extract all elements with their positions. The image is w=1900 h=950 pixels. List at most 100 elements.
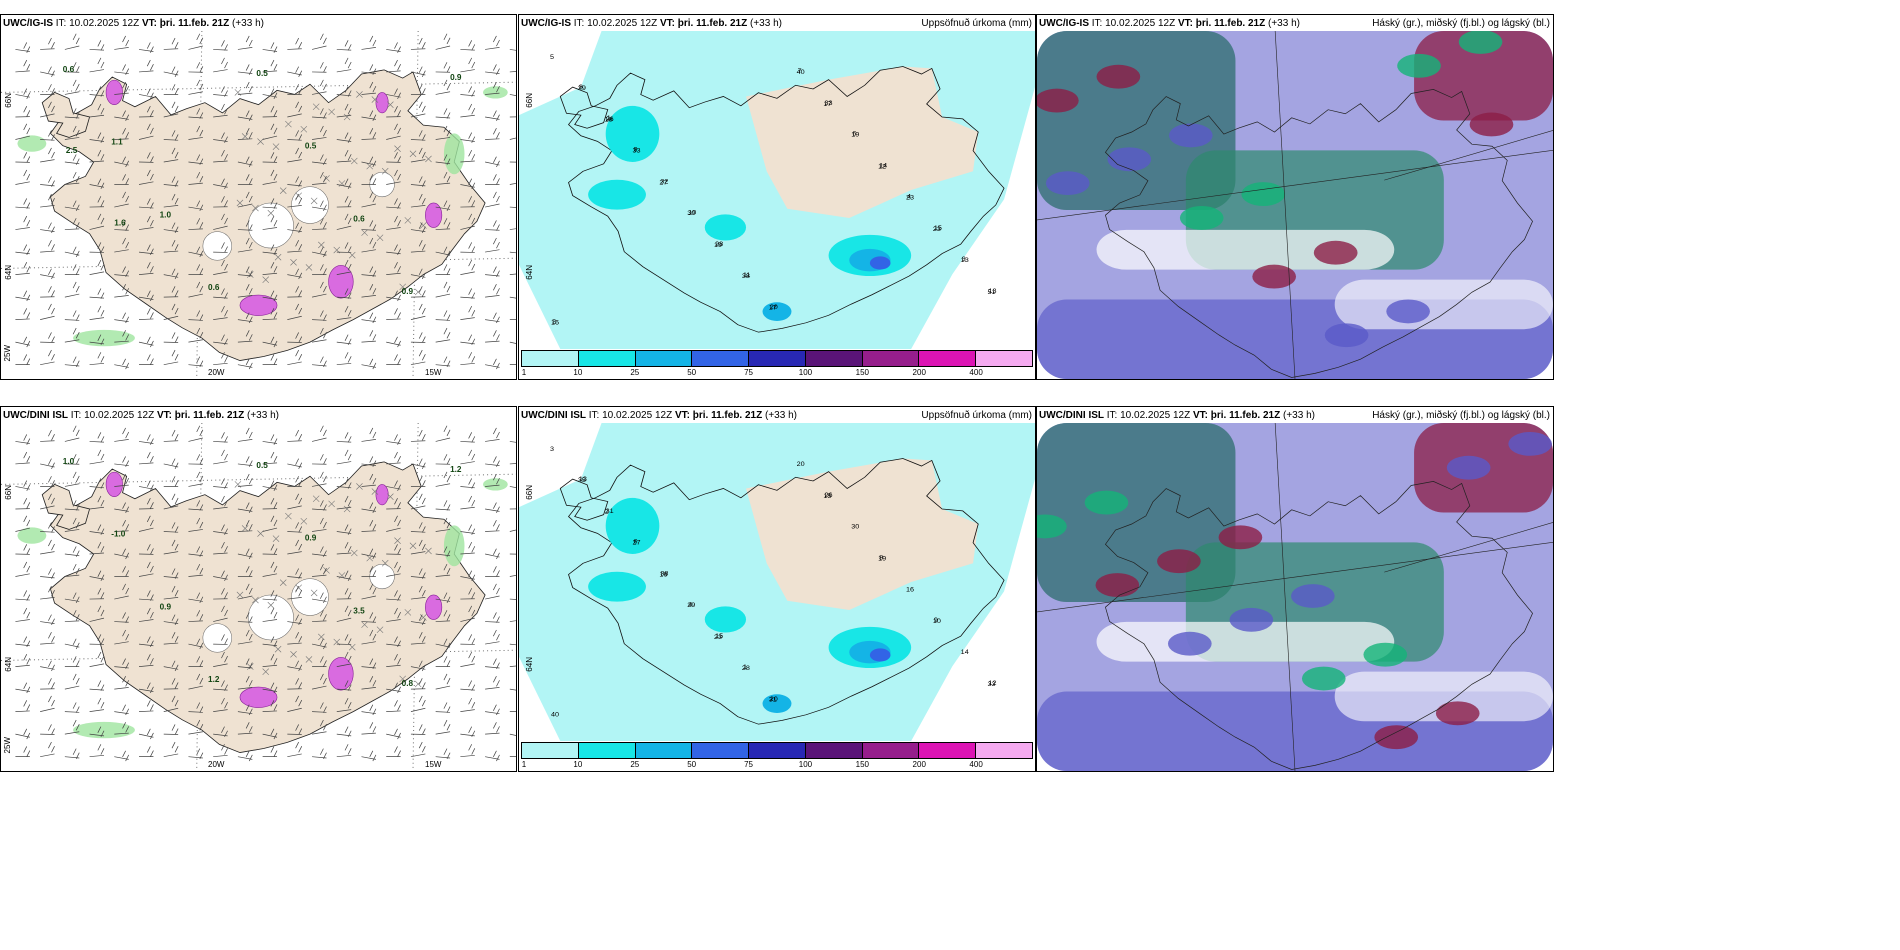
wind-barb-icon bbox=[237, 64, 253, 75]
wind-barb-icon bbox=[89, 352, 105, 366]
hatched-area-icon bbox=[425, 547, 432, 555]
wind-barb-icon bbox=[509, 206, 516, 208]
wind-barb-icon bbox=[386, 88, 401, 99]
wind-barb-icon bbox=[460, 697, 476, 712]
wind-barb-icon bbox=[485, 502, 500, 513]
wind-barb-icon bbox=[410, 176, 426, 187]
wind-barb-icon bbox=[435, 264, 451, 275]
wind-barb-icon bbox=[262, 434, 278, 445]
wind-barb-icon bbox=[15, 59, 31, 73]
wind-barb-icon bbox=[336, 680, 352, 691]
wind-barb-icon bbox=[40, 632, 55, 645]
wind-barb-icon bbox=[410, 349, 426, 366]
colorbar-tick-label: 150 bbox=[855, 368, 870, 377]
wind-barb-icon bbox=[386, 59, 401, 73]
wind-barb-icon bbox=[138, 123, 154, 140]
wind-barb-icon bbox=[287, 84, 303, 95]
wind-barb-icon bbox=[410, 458, 426, 470]
wind-barb-icon bbox=[460, 605, 476, 622]
wind-barb-icon bbox=[64, 425, 80, 442]
wind-barb-icon bbox=[336, 432, 352, 443]
wind-barb-icon bbox=[237, 191, 253, 208]
cloud-map bbox=[1037, 423, 1553, 771]
precip-green-area bbox=[443, 525, 465, 567]
wind-barb-icon bbox=[336, 259, 352, 275]
precip-value-label: 27 bbox=[633, 540, 641, 547]
hatched-area-icon bbox=[300, 517, 308, 525]
hatched-area-icon bbox=[350, 549, 358, 557]
wind-barb-icon bbox=[64, 702, 80, 713]
wind-barb-icon bbox=[485, 220, 500, 231]
wind-barb-icon bbox=[89, 570, 105, 582]
colorbar-swatch bbox=[635, 351, 693, 366]
wind-barb-icon bbox=[64, 748, 80, 760]
wind-barb-icon bbox=[287, 539, 303, 555]
wind-barb-icon bbox=[163, 585, 179, 600]
wind-barb-icon bbox=[509, 620, 516, 622]
field-title: Háský (gr.), miðský (fj.bl.) og lágský (… bbox=[1372, 410, 1550, 421]
wind-barb-icon bbox=[410, 568, 426, 579]
wind-barb-icon bbox=[435, 281, 451, 298]
wind-barb-icon bbox=[509, 441, 516, 443]
precip-value-label: 17 bbox=[769, 305, 777, 312]
precip-value-label: 9 bbox=[934, 617, 938, 624]
hatched-area-icon bbox=[262, 276, 270, 284]
wind-barb-icon bbox=[361, 110, 377, 121]
wind-barb-icon bbox=[410, 84, 426, 95]
wind-barb-icon bbox=[114, 675, 130, 690]
wind-barb-icon bbox=[361, 750, 377, 762]
wind-barb-icon bbox=[336, 178, 352, 190]
wind-barb-icon bbox=[312, 702, 327, 713]
wind-barb-icon bbox=[15, 262, 31, 275]
wind-barb-icon bbox=[485, 675, 500, 690]
wind-barb-icon bbox=[287, 222, 303, 234]
wind-barb-icon bbox=[213, 634, 228, 645]
wind-barb-icon bbox=[138, 636, 154, 647]
cloud-patch bbox=[1435, 701, 1480, 726]
cloud-patch bbox=[1301, 666, 1346, 691]
hatched-area-icon bbox=[272, 143, 280, 150]
wind-barb-icon bbox=[114, 35, 130, 50]
wind-barb-icon bbox=[89, 651, 105, 667]
lead-time: (+33 h) bbox=[1283, 410, 1315, 421]
wind-barb-icon bbox=[89, 196, 105, 208]
wind-barb-icon bbox=[386, 169, 401, 185]
precip-value-label: 33 bbox=[824, 100, 832, 107]
wind-barb-icon bbox=[89, 588, 105, 600]
init-time-prefix: IT: bbox=[1106, 410, 1118, 421]
colorbar-tick-label: 400 bbox=[969, 760, 983, 769]
wind-barb-icon bbox=[460, 305, 476, 320]
wind-barb-icon bbox=[188, 673, 204, 690]
wind-value-label: 0.6 bbox=[353, 214, 365, 223]
wind-barb-icon bbox=[509, 508, 516, 510]
wind-barb-icon bbox=[40, 539, 55, 555]
wind-barb-icon bbox=[460, 570, 476, 582]
wind-barb-icon bbox=[262, 728, 278, 740]
wind-barb-icon bbox=[237, 266, 253, 277]
valid-time: þri. 11.feb. 21Z bbox=[677, 18, 748, 29]
panel-title: UWC/IG-IS IT: 10.02.2025 12Z VT: þri. 11… bbox=[3, 18, 264, 30]
init-time: 10.02.2025 12Z bbox=[587, 18, 658, 29]
wind-barb-icon bbox=[114, 704, 130, 716]
hatched-area-icon bbox=[290, 259, 297, 266]
precip-value-label: 29 bbox=[578, 85, 586, 92]
colorbar-swatch bbox=[692, 351, 750, 366]
wind-barb-icon bbox=[188, 154, 204, 165]
latitude-label: 66N bbox=[525, 93, 534, 108]
colorbar-tick-label: 100 bbox=[798, 368, 813, 377]
wind-barb-icon bbox=[40, 286, 55, 298]
wind-barb-icon bbox=[336, 149, 352, 163]
wind-barb-icon bbox=[114, 330, 130, 343]
wind-barb-icon bbox=[386, 42, 401, 53]
precip-value-label: 26 bbox=[606, 116, 614, 123]
precip-value-label: 51 bbox=[988, 289, 996, 296]
wind-barb-icon bbox=[287, 37, 303, 50]
wind-value-label: 1.0 bbox=[63, 457, 75, 466]
wind-barb-icon bbox=[386, 682, 401, 694]
wind-barb-icon bbox=[435, 517, 451, 532]
wind-barb-icon bbox=[386, 544, 401, 555]
wind-barb-icon bbox=[410, 332, 426, 343]
field-title: Háský (gr.), miðský (fj.bl.) og lágský (… bbox=[1372, 18, 1550, 29]
wind-barb-icon bbox=[64, 62, 80, 73]
wind-barb-icon bbox=[139, 544, 154, 555]
